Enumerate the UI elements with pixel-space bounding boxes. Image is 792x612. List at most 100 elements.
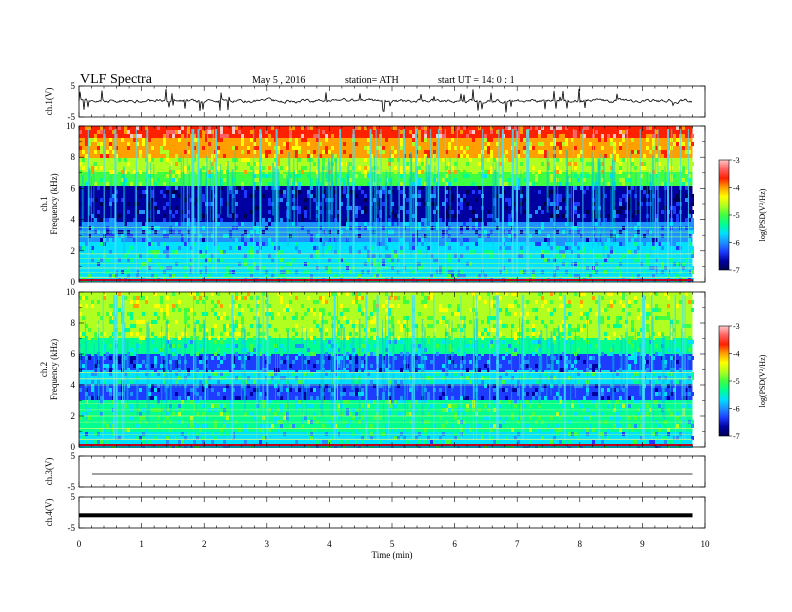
ch2-spectrogram-cell xyxy=(424,304,427,308)
ch2-spectrogram-cell xyxy=(214,352,217,356)
ch2-spectrogram-cell xyxy=(337,292,340,296)
ch1-spectrogram-cell xyxy=(265,242,268,246)
ch1-spectrogram-row xyxy=(79,170,693,172)
ch1-spectrogram-cell xyxy=(508,246,511,250)
ch1-spectrogram-cell xyxy=(673,210,676,214)
ch1-spectrogram-cell xyxy=(265,170,268,174)
ch1-spectrogram-cell xyxy=(262,254,265,258)
ch2-spectrogram-cell xyxy=(202,412,205,416)
ch1-spectrogram-cell xyxy=(364,170,367,174)
ch1-spectrogram-cell xyxy=(202,198,205,202)
ch1-spectrogram-cell xyxy=(382,190,385,194)
ch2-spectrogram-cell xyxy=(226,384,229,388)
ch1-spectrogram-cell xyxy=(496,226,499,230)
ch2-spectrogram-cell xyxy=(154,436,157,440)
ch1-spectrogram-cell xyxy=(472,178,475,182)
ch2-spectrogram-cell xyxy=(130,356,133,360)
ch1-spectrogram-cell xyxy=(559,258,562,262)
ch1-spectrogram-cell xyxy=(160,186,163,190)
ch1-spectrogram-cell xyxy=(538,134,541,138)
ch2-spectrogram-cell xyxy=(355,364,358,368)
ch1-spectrogram-cell xyxy=(265,186,268,190)
ch2-spectrogram-cell xyxy=(136,424,139,428)
ch1-spectrogram-row xyxy=(79,174,693,176)
ch1-spectrogram-cell xyxy=(184,198,187,202)
ch2-spectrogram-cell xyxy=(313,308,316,312)
ch1-spectrogram-cell xyxy=(283,190,286,194)
ch1-spectrogram-cell xyxy=(217,154,220,158)
ch2-spectrogram-cell xyxy=(199,344,202,348)
ch2-spectrogram-cell xyxy=(448,304,451,308)
ch2-spectrogram-cell xyxy=(310,388,313,392)
ch1-spectrogram-cell xyxy=(286,166,289,170)
ch2-spectrogram-cell xyxy=(193,296,196,300)
ch1-spectrogram-cell xyxy=(187,218,190,222)
ch1-spectrogram-cell xyxy=(280,170,283,174)
ch2-spectrogram-cell xyxy=(238,396,241,400)
ch1-spectrogram-cell xyxy=(91,166,94,170)
ch1-spectrogram-cell xyxy=(265,162,268,166)
ch1-spectrogram-cell xyxy=(547,134,550,138)
ch2-spectrogram-cell xyxy=(346,440,349,444)
ch1-spectrogram-cell xyxy=(172,178,175,182)
ch2-spectrogram-cell xyxy=(373,312,376,316)
ch2-spectrogram-cell xyxy=(100,412,103,416)
ch2-spectrogram-cell xyxy=(295,400,298,404)
ch1-spectrogram-cell xyxy=(628,234,631,238)
ch1-spectrogram-cell xyxy=(688,166,691,170)
ch1-spectrogram-cell xyxy=(520,130,523,134)
ch1-spectrogram-cell xyxy=(142,138,145,142)
ch1-spectrogram-cell xyxy=(547,242,550,246)
ch2-spectrogram-cell xyxy=(397,312,400,316)
ch1-spectrogram-cell xyxy=(574,202,577,206)
ch1-spectrogram-cell xyxy=(451,198,454,202)
ch2-spectrogram-cell xyxy=(154,364,157,368)
ch2-spectrogram-cell xyxy=(451,404,454,408)
ch1-spectrogram-cell xyxy=(643,154,646,158)
ch1-spectrogram-cell xyxy=(412,158,415,162)
ch1-spectrogram-cell xyxy=(625,214,628,218)
ch1-spectrogram-cell xyxy=(373,262,376,266)
ch1-spectrogram-cell xyxy=(391,158,394,162)
ch1-spectrogram-cell xyxy=(100,198,103,202)
ch1-spectrogram-cell xyxy=(124,222,127,226)
ch1-spectrogram-cell xyxy=(589,170,592,174)
ch2-spectrogram-cell xyxy=(418,308,421,312)
ch1-spectrogram-cell xyxy=(640,194,643,198)
ch1-spectrogram-cell xyxy=(373,126,376,130)
ch1-spectrogram-cell xyxy=(562,198,565,202)
ch2-spectrogram-cell xyxy=(259,424,262,428)
ch1-spectrogram-cell xyxy=(316,174,319,178)
ch2-spectrogram-cell xyxy=(313,428,316,432)
ch2-spectrogram-cell xyxy=(370,412,373,416)
ch1-spectrogram-cell xyxy=(610,138,613,142)
ch1-spectrogram-cell xyxy=(85,218,88,222)
ch1-spectrogram-cell xyxy=(550,202,553,206)
ch1-spectrogram-cell xyxy=(559,274,562,278)
ch1-spectrogram-cell xyxy=(646,254,649,258)
ch1-spectrogram-cell xyxy=(337,214,340,218)
ch1-spectrogram-sferic xyxy=(212,129,214,275)
ch1-spectrogram-cell xyxy=(619,150,622,154)
ch1-spectrogram-cell xyxy=(487,142,490,146)
ch2-spectrogram-cell xyxy=(454,364,457,368)
ch1-spectrogram-cell xyxy=(343,142,346,146)
ch2-spectrogram-cell xyxy=(85,336,88,340)
ch2-spectrogram-cell xyxy=(298,400,301,404)
ch1-spectrogram-cell xyxy=(568,162,571,166)
ch1-spectrogram-cell xyxy=(535,174,538,178)
ch1-spectrogram-cell xyxy=(466,134,469,138)
ch1-spectrogram-cell xyxy=(268,238,271,242)
ch1-spectrogram-cell xyxy=(460,226,463,230)
ch2-spectrogram-cell xyxy=(427,376,430,380)
ch1-spectrogram-cell xyxy=(394,262,397,266)
ch1-spectrogram-sferic xyxy=(183,172,185,242)
ch1-spectrogram-cell xyxy=(244,190,247,194)
ch2-spectrogram-cell xyxy=(274,412,277,416)
ch1-spectrogram-cell xyxy=(616,158,619,162)
ch2-spectrogram-cell xyxy=(199,304,202,308)
ch2-spectrogram-cell xyxy=(139,388,142,392)
ch1-spectrogram-cell xyxy=(607,254,610,258)
ch2-spectrogram-cell xyxy=(415,296,418,300)
ch2-spectrogram-cell xyxy=(283,296,286,300)
